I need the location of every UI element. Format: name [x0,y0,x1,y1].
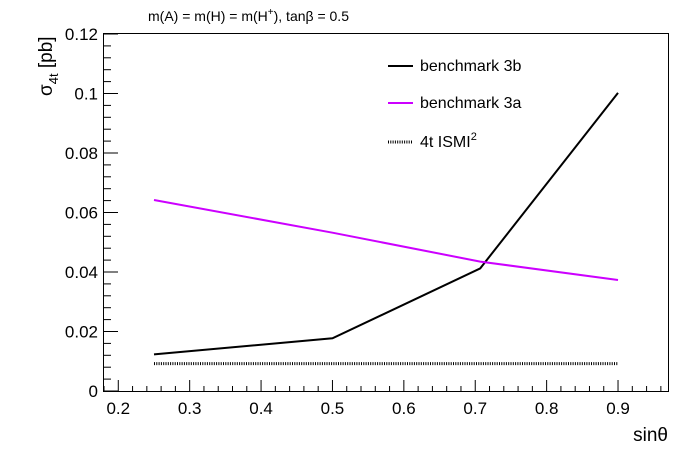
x-tick-label: 0.5 [321,399,345,418]
legend-label-benchmark-3a: benchmark 3a [420,95,521,112]
y-tick-label: 0.04 [65,263,98,282]
y-axis-title: σ4t [pb] [36,36,61,96]
y-tick-label: 0.06 [65,204,98,223]
legend-label-4t-sm-main: 4t ISMI [420,134,471,151]
legend-label-4t-sm-sup: 2 [471,131,477,143]
series-line-0 [153,92,619,356]
x-tick-label: 0.4 [249,399,273,418]
legend-label-4t-sm: 4t ISMI2 [420,131,477,151]
x-tick-label: 0.6 [392,399,416,418]
chart-title-rest: ), tanβ = 0.5 [274,8,350,24]
chart-title-main: m(A) = m(H) = m(H [148,8,268,24]
chart-title: m(A) = m(H) = m(H+), tanβ = 0.5 [148,7,349,24]
y-tick-label: 0.12 [65,25,98,44]
x-axis-title: sinθ [633,425,668,446]
x-tick-label: 0.2 [106,399,130,418]
chart-title-sup: + [268,7,274,18]
plot-frame [103,33,669,392]
y-tick-label: 0 [89,382,98,401]
x-tick-label: 0.9 [606,399,630,418]
y-axis-title-main: σ [36,84,57,96]
series-line-1 [153,199,619,281]
legend-label-benchmark-3b: benchmark 3b [420,58,521,75]
y-tick-label: 0.08 [65,144,98,163]
axes: 0 0.02 0.04 0.06 0.08 0.1 0.12 0.2 0.3 0.4 0.5 0.6 0… [65,25,662,418]
series-layer [153,92,619,366]
y-axis-title-rest: [pb] [36,36,57,73]
y-axis-title-sub: 4t [46,73,61,84]
y-tick-label: 0.1 [74,85,98,104]
x-tick-label: 0.8 [535,399,559,418]
x-tick-label: 0.3 [178,399,202,418]
y-tick-label: 0.02 [65,323,98,342]
x-tick-label: 0.7 [463,399,487,418]
legend: benchmark 3b benchmark 3a 4t ISMI2 [388,58,521,151]
